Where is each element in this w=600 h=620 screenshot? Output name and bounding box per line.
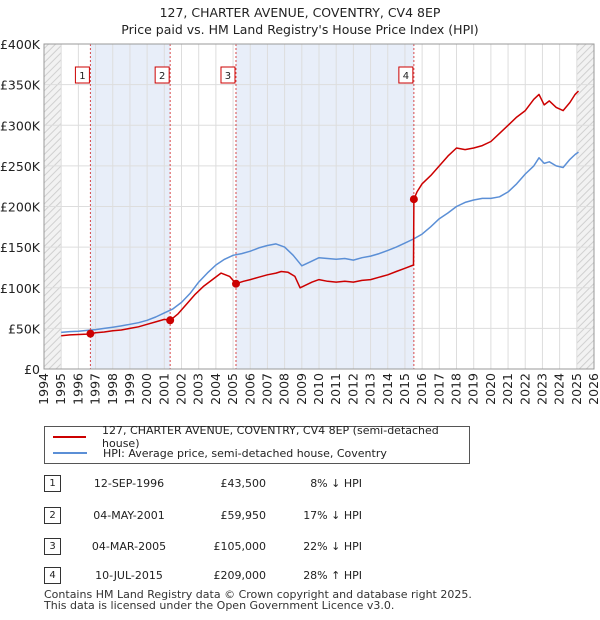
x-tick-label: 1998 [105, 373, 120, 405]
sale-date: 10-JUL-2015 [95, 569, 163, 582]
plot-border [43, 43, 595, 370]
footer-copyright: Contains HM Land Registry data © Crown c… [44, 588, 472, 601]
x-tick-label: 1995 [53, 373, 68, 405]
sale-row: 4 10-JUL-2015 £209,000 28% ↑ HPI [44, 565, 564, 585]
x-tick-label: 1996 [70, 373, 85, 405]
x-tick-label: 2015 [397, 373, 412, 405]
series-line-hpi [61, 151, 579, 334]
sale-number-label: 1 [79, 71, 85, 82]
sale-point [86, 329, 95, 338]
sale-number-box [220, 66, 236, 84]
x-tick-label: 2005 [225, 373, 240, 405]
sale-row: 3 04-MAR-2005 £105,000 22% ↓ HPI [44, 536, 564, 556]
sale-date: 12-SEP-1996 [93, 477, 165, 490]
x-tick-label: 2025 [569, 373, 584, 405]
x-tick-label: 1994 [36, 373, 51, 405]
x-tick-label: 2026 [586, 373, 600, 405]
y-tick-label: £300K [0, 118, 41, 133]
x-tick-label: 1999 [122, 373, 137, 405]
y-tick-label: £150K [0, 240, 41, 255]
footer-licence: This data is licensed under the Open Gov… [44, 599, 395, 612]
legend-swatch-hpi [53, 452, 87, 454]
x-tick-label: 2002 [174, 373, 189, 405]
legend-label-property: 127, CHARTER AVENUE, COVENTRY, CV4 8EP (… [102, 424, 439, 450]
x-tick-label: 2020 [483, 373, 498, 405]
sale-hpi-diff: 17% ↓ HPI [303, 509, 362, 522]
sale-number: 4 [44, 567, 61, 584]
chart-title: 127, CHARTER AVENUE, COVENTRY, CV4 8EP [159, 5, 441, 20]
sale-price: £209,000 [213, 569, 267, 582]
chart-legend: 127, CHARTER AVENUE, COVENTRY, CV4 8EP (… [44, 424, 470, 464]
sale-number-box [74, 66, 90, 84]
x-tick-label: 2023 [534, 373, 549, 405]
x-tick-label: 2024 [552, 373, 567, 405]
sale-number-label: 4 [403, 71, 409, 82]
sale-number-box [154, 66, 170, 84]
y-tick-label: £250K [0, 159, 41, 174]
x-tick-label: 2012 [345, 373, 360, 405]
x-tick-label: 2014 [380, 373, 395, 405]
x-tick-label: 2021 [500, 373, 515, 405]
x-tick-label: 2018 [449, 373, 464, 405]
y-tick-label: £50K [8, 321, 41, 336]
sale-date: 04-MAY-2001 [93, 509, 165, 522]
x-tick-label: 2008 [277, 373, 292, 405]
y-tick-label: £200K [0, 200, 41, 215]
sale-date: 04-MAR-2005 [91, 540, 167, 553]
x-tick-label: 2006 [242, 373, 257, 405]
sale-hpi-diff: 22% ↓ HPI [303, 540, 362, 553]
x-tick-label: 1997 [88, 373, 103, 405]
x-tick-label: 2007 [259, 373, 274, 405]
sale-row: 2 04-MAY-2001 £59,950 17% ↓ HPI [44, 505, 564, 525]
series-line-property [61, 90, 580, 337]
sale-number-label: 2 [159, 71, 165, 82]
sale-price: £105,000 [213, 540, 267, 553]
chart-title-block: 127, CHARTER AVENUE, COVENTRY, CV4 8EP P… [0, 4, 600, 38]
x-tick-label: 2022 [517, 373, 532, 405]
legend-item-property: 127, CHARTER AVENUE, COVENTRY, CV4 8EP (… [53, 424, 469, 450]
sale-point [409, 195, 418, 204]
sale-number-label: 3 [225, 71, 231, 82]
sale-hpi-diff: 28% ↑ HPI [303, 569, 362, 582]
x-tick-label: 2019 [466, 373, 481, 405]
legend-swatch-property [53, 436, 87, 438]
sale-number-box [398, 66, 414, 84]
sale-price: £43,500 [220, 477, 267, 490]
sale-number: 2 [44, 507, 61, 524]
sale-price: £59,950 [220, 509, 267, 522]
sale-hpi-diff: 8% ↓ HPI [310, 477, 362, 490]
x-tick-label: 2004 [208, 373, 223, 405]
chart-subtitle: Price paid vs. HM Land Registry's House … [121, 22, 479, 37]
x-tick-label: 2003 [191, 373, 206, 405]
x-tick-label: 2013 [363, 373, 378, 405]
price-chart: 1 2 3 4 £0 £50K £100K £150K £200K £250K £300K £350K… [0, 37, 600, 405]
sale-number: 1 [44, 475, 61, 492]
x-tick-label: 2016 [414, 373, 429, 405]
y-tick-label: £100K [0, 281, 41, 296]
y-tick-label: £350K [0, 78, 41, 93]
legend-label-hpi: HPI: Average price, semi-detached house,… [103, 446, 387, 460]
x-tick-label: 2009 [294, 373, 309, 405]
sale-point [231, 279, 240, 288]
x-tick-label: 2017 [431, 373, 446, 405]
sale-point [166, 316, 175, 325]
x-tick-label: 2010 [311, 373, 326, 405]
attribution-footer: Contains HM Land Registry data © Crown c… [44, 589, 472, 611]
sale-number: 3 [44, 538, 61, 555]
legend-item-hpi: HPI: Average price, semi-detached house,… [53, 445, 387, 461]
y-tick-label: £0 [24, 362, 40, 377]
x-tick-label: 2011 [328, 373, 343, 405]
x-tick-label: 2000 [139, 373, 154, 405]
y-tick-label: £400K [0, 37, 41, 52]
sale-row: 1 12-SEP-1996 £43,500 8% ↓ HPI [44, 473, 564, 493]
x-tick-label: 2001 [156, 373, 171, 405]
